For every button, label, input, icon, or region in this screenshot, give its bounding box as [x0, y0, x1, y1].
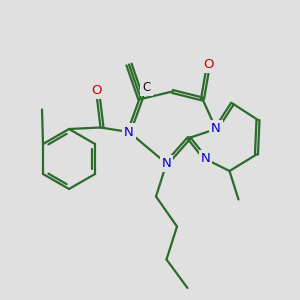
Text: N: N: [201, 152, 210, 166]
Text: N: N: [162, 157, 171, 170]
Text: O: O: [91, 83, 101, 97]
Text: N: N: [124, 125, 134, 139]
Text: N: N: [211, 122, 221, 136]
Text: C: C: [142, 81, 151, 94]
Text: O: O: [203, 58, 214, 71]
